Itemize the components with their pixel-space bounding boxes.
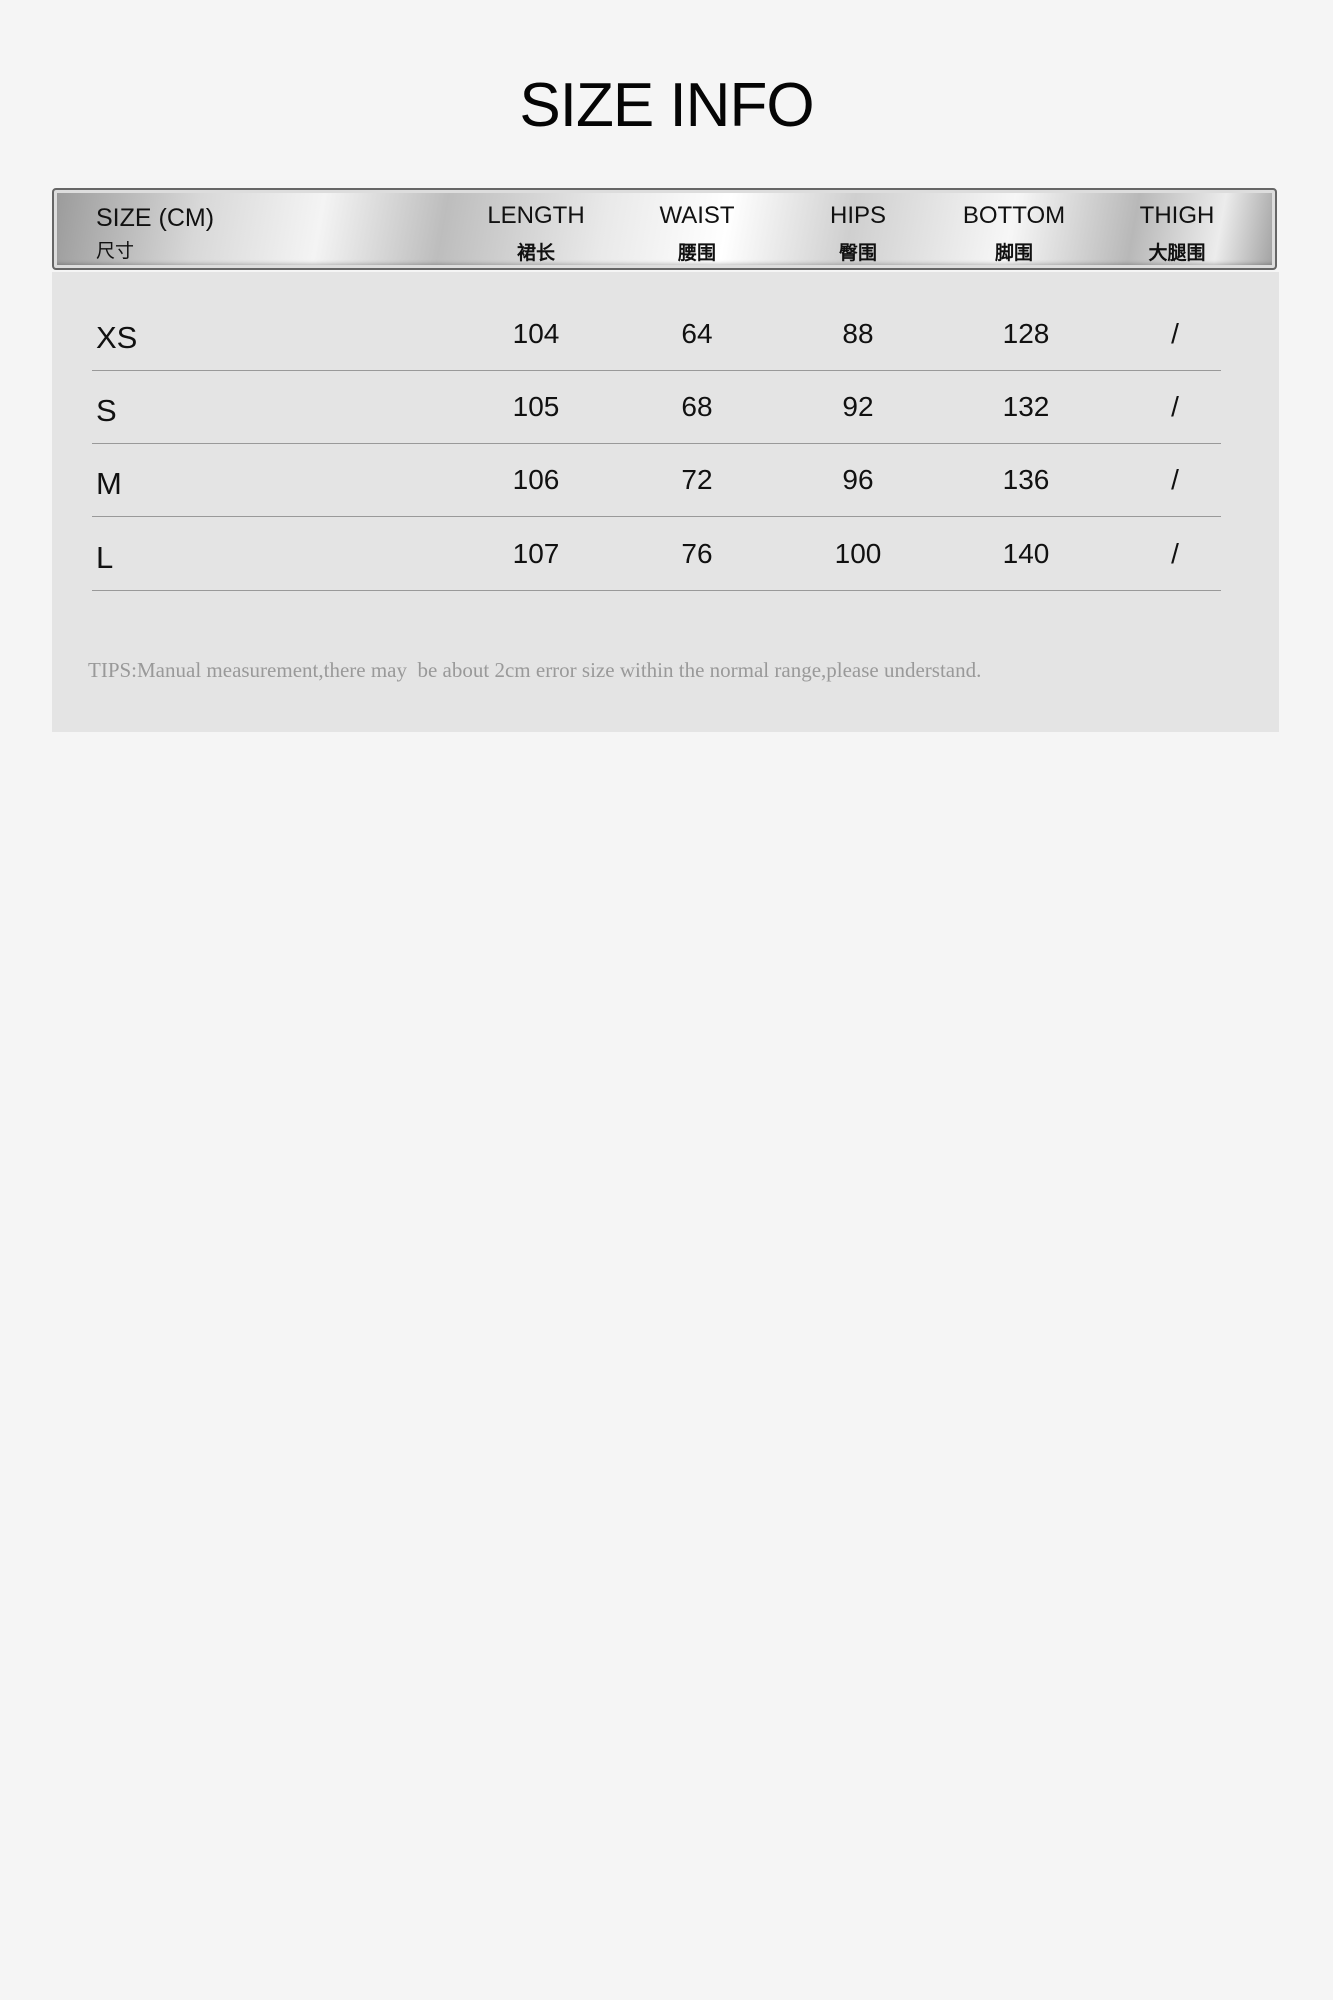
size-label: L: [96, 540, 114, 575]
table-cell: 128: [1002, 318, 1050, 349]
column-header-bottom-zh: 脚围: [994, 243, 1034, 264]
column-header-hips-zh: 臀围: [838, 243, 878, 264]
size-label: S: [96, 393, 117, 428]
table-cell: 72: [681, 464, 713, 495]
table-cell: 76: [681, 538, 713, 569]
table-cell: 68: [681, 391, 713, 422]
table-cell: 140: [1002, 538, 1050, 569]
table-row: S 105 68 92 132 /: [92, 371, 1221, 444]
column-header-bottom: BOTTOM: [962, 202, 1066, 229]
size-column-label-zh: 尺寸: [96, 241, 135, 262]
table-cell: 96: [842, 464, 874, 495]
size-label: M: [96, 466, 122, 501]
table-cell: /: [1171, 464, 1179, 495]
column-header-thigh: THIGH: [1139, 202, 1215, 229]
table-cell: 88: [842, 318, 874, 349]
table-row: L 107 76 100 140 /: [92, 518, 1221, 591]
table-cell: /: [1171, 538, 1179, 569]
table-cell: /: [1171, 318, 1179, 349]
column-header-waist-zh: 腰围: [677, 243, 717, 264]
column-header-hips: HIPS: [829, 202, 887, 229]
size-column-label: SIZE (CM): [96, 204, 215, 232]
table-cell: /: [1171, 391, 1179, 422]
column-header-length-zh: 裙长: [516, 243, 556, 264]
table-header: SIZE (CM) 尺寸 LENGTH 裙长 WAIST 腰围 HIPS 臀围 …: [52, 188, 1277, 270]
table-cell: 106: [512, 464, 560, 495]
table-cell: 136: [1002, 464, 1050, 495]
table-cell: 64: [681, 318, 713, 349]
table-row: XS 104 64 88 128 /: [92, 298, 1221, 371]
column-header-thigh-zh: 大腿围: [1148, 243, 1206, 264]
table-cell: 107: [512, 538, 560, 569]
table-cell: 92: [842, 391, 874, 422]
size-table-body: [52, 272, 1279, 732]
table-cell: 100: [834, 538, 882, 569]
table-cell: 105: [512, 391, 560, 422]
table-row: M 106 72 96 136 /: [92, 444, 1221, 517]
table-cell: 132: [1002, 391, 1050, 422]
page-title: SIZE INFO: [519, 71, 814, 140]
table-cell: 104: [512, 318, 560, 349]
column-header-waist: WAIST: [659, 202, 735, 229]
column-header-length: LENGTH: [487, 202, 585, 229]
tips-note: TIPS:Manual measurement,there may be abo…: [88, 658, 982, 682]
size-label: XS: [96, 320, 138, 355]
